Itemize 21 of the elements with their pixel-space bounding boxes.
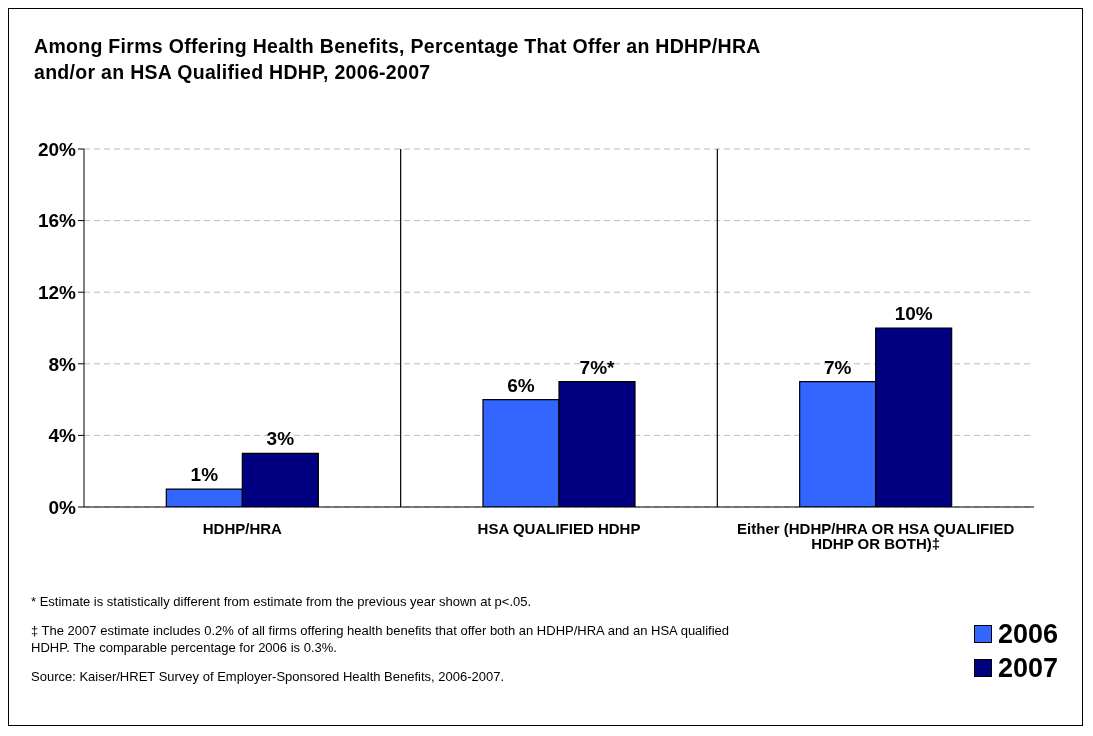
y-tick-label: 0% xyxy=(48,496,77,518)
y-tick-label: 20% xyxy=(37,138,77,160)
text: * Estimate is statistically different from estimate from the previous year shown at p<.05. xyxy=(31,593,533,610)
text: ‡ The 2007 estimate includes 0.2% of all firms offering health benefits that offer both an HDHP/HRA and an HSA qualified HDHP. The comparable percentage for 2006 is 0.3%. xyxy=(31,622,731,656)
data-label: 7%* xyxy=(579,356,616,378)
y-tick-label: 12% xyxy=(37,281,77,303)
data-label: 7% xyxy=(823,356,852,378)
data-label: 6% xyxy=(507,374,535,396)
y-tick-label: 16% xyxy=(37,210,77,232)
data-label: 1% xyxy=(190,464,219,486)
data-label: 3% xyxy=(266,428,295,450)
x-tick-label: HSA QUALIFIED HDHP xyxy=(477,519,641,537)
y-tick-label: 4% xyxy=(48,425,77,447)
legend-label: 2007 xyxy=(997,652,1058,685)
x-tick-label: Either (HDHP/HRA OR HSA QUALIFIED HDHP OR BOTH)‡ xyxy=(737,519,1015,552)
chart-title: Among Firms Offering Health Benefits, Percentage That Offer an HDHP/HRA and/or an HSA Qualified HDHP, 2006-2007 xyxy=(34,34,761,85)
legend-label: 2006 xyxy=(997,618,1058,651)
x-tick-label: HDHP/HRA xyxy=(202,519,283,537)
y-tick-label: 8% xyxy=(48,353,77,375)
source-note: Source: Kaiser/HRET Survey of Employer-Sponsored Health Benefits, 2006-2007. xyxy=(31,668,506,685)
data-label: 10% xyxy=(894,303,933,324)
